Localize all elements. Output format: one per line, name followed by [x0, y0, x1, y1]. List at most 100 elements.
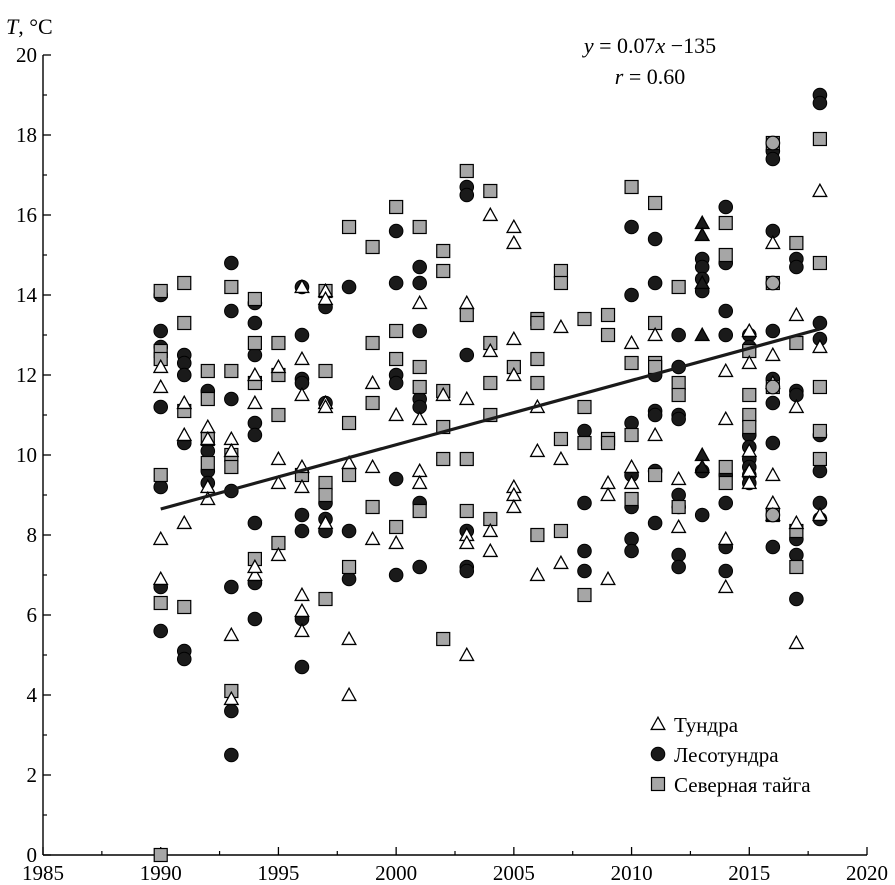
y-tick-label: 2 [27, 763, 38, 787]
northern-taiga-point [436, 451, 451, 467]
forest-tundra-point [224, 747, 239, 763]
forest-tundra-point [153, 399, 169, 415]
forest-tundra-point [718, 563, 734, 579]
forest-tundra-point [412, 323, 427, 339]
legend-item-forest-tundra: Лесотундра [650, 743, 779, 767]
forest-tundra-point [459, 347, 475, 363]
tundra-point [482, 542, 499, 558]
northern-taiga-point [389, 323, 404, 339]
forest-tundra-point [294, 523, 310, 539]
tundra-point [270, 474, 287, 490]
legend-marker [650, 746, 666, 762]
tundra-point [623, 334, 640, 350]
tundra-point [717, 362, 734, 378]
y-tick-label: 18 [16, 123, 37, 147]
forest-tundra-point [388, 223, 404, 239]
eq-intercept: −135 [665, 33, 716, 58]
northern-taiga-point [671, 387, 686, 403]
tundra-point [764, 466, 781, 482]
forest-tundra-point [224, 303, 239, 319]
tundra-point [176, 514, 193, 530]
northern-taiga-point [553, 275, 569, 291]
northern-taiga-point [153, 847, 168, 863]
forest-tundra-point [577, 495, 592, 511]
tundra-point [482, 206, 499, 222]
tundra-point [246, 394, 263, 410]
northern-taiga-point [812, 255, 828, 271]
legend-item-northern-taiga: Северная тайга [650, 773, 811, 797]
forest-tundra-point [388, 375, 404, 391]
northern-taiga-point [177, 599, 192, 615]
y-tick-label: 0 [27, 843, 38, 867]
tundra-point [670, 470, 687, 486]
tundra-point [600, 474, 616, 490]
tundra-point [741, 354, 758, 370]
forest-tundra-point [624, 415, 639, 431]
northern-taiga-point [600, 435, 616, 451]
tundra-point [623, 474, 640, 490]
gray-circle-point [765, 379, 781, 395]
legend-label: Лесотундра [674, 743, 779, 767]
northern-taiga-point [718, 247, 733, 263]
series-tundra [152, 182, 828, 706]
forest-tundra-point [412, 275, 427, 291]
tundra-point [223, 430, 240, 446]
forest-tundra-point [459, 563, 475, 579]
tundra-point [411, 474, 428, 490]
forest-tundra-point [624, 219, 639, 235]
forest-tundra-point [765, 539, 781, 555]
x-tick-label: 1990 [140, 861, 182, 885]
tundra-point [246, 566, 263, 582]
forest-tundra-point [765, 151, 781, 167]
eq-coef: = 0.07 [594, 33, 656, 58]
y-axis-unit: , °C [18, 14, 52, 39]
northern-taiga-point [153, 595, 168, 611]
northern-taiga-point [153, 283, 168, 299]
tundra-point [670, 518, 687, 534]
gray-circle-point [765, 135, 781, 151]
northern-taiga-point [530, 315, 545, 331]
filled-triangle-point [694, 458, 711, 474]
tundra-point [270, 546, 287, 562]
tundra-point [270, 358, 287, 374]
northern-taiga-point [459, 307, 474, 323]
tundra-point [647, 426, 664, 442]
forest-tundra-point [341, 279, 357, 295]
forest-tundra-point [412, 559, 427, 575]
northern-taiga-point [624, 355, 639, 371]
northern-taiga-point [365, 499, 380, 515]
northern-taiga-point [318, 487, 333, 503]
northern-taiga-point [341, 467, 357, 483]
northern-taiga-point [341, 219, 357, 235]
forest-tundra-point [153, 479, 169, 495]
filled-triangle-point [694, 446, 711, 462]
correlation-coefficient: r = 0.60 [615, 64, 685, 89]
tundra-point [788, 514, 805, 530]
tundra-point [176, 426, 193, 442]
northern-taiga-point [389, 519, 404, 535]
forest-tundra-point [647, 275, 663, 291]
forest-tundra-point [247, 515, 263, 531]
northern-taiga-point [412, 503, 427, 519]
northern-taiga-point [483, 375, 498, 391]
northern-taiga-point [600, 307, 616, 323]
northern-taiga-point [553, 431, 569, 447]
tundra-point [505, 330, 522, 346]
forest-tundra-point [577, 423, 592, 439]
forest-tundra-point [765, 395, 781, 411]
northern-taiga-point [742, 387, 757, 403]
northern-taiga-point [412, 219, 427, 235]
x-tick-label: 1985 [22, 861, 64, 885]
forest-tundra-point [224, 579, 239, 595]
forest-tundra-point [765, 323, 781, 339]
northern-taiga-point [365, 395, 380, 411]
northern-taiga-point [247, 335, 262, 351]
eq-x: x [655, 33, 666, 58]
northern-taiga-point [436, 631, 451, 647]
tundra-point [223, 626, 240, 642]
filled-triangle-point [694, 214, 711, 230]
forest-tundra-point [671, 411, 686, 427]
axis-ticks [42, 54, 868, 856]
northern-taiga-point [553, 263, 569, 279]
forest-tundra-point [224, 391, 239, 407]
